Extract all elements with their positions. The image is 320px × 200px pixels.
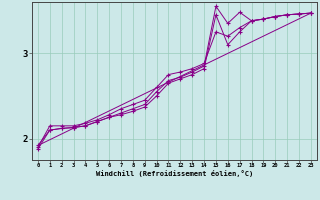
X-axis label: Windchill (Refroidissement éolien,°C): Windchill (Refroidissement éolien,°C) xyxy=(96,170,253,177)
